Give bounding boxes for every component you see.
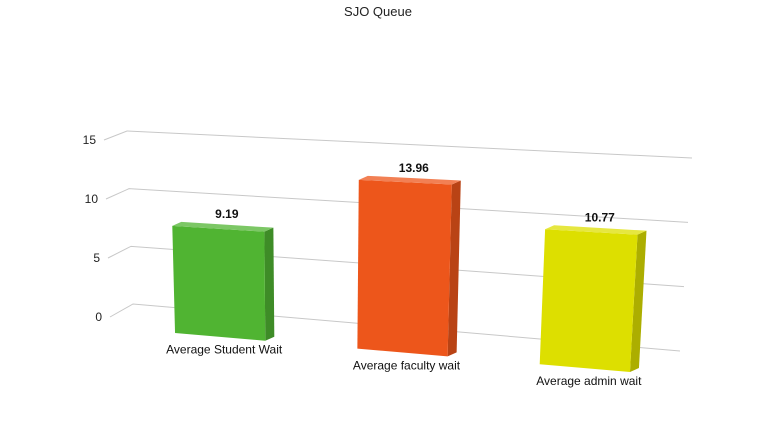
bar-front [172, 225, 266, 341]
bar [539, 225, 647, 373]
y-tick-label: 0 [95, 310, 102, 324]
bar [172, 221, 275, 341]
gridline [103, 130, 693, 159]
bar-side [629, 230, 647, 373]
bar [357, 175, 461, 357]
data-label: 13.96 [399, 161, 429, 175]
y-tick-label: 15 [83, 133, 97, 147]
grid [103, 130, 693, 352]
data-label: 10.77 [585, 210, 615, 224]
gridline [109, 303, 681, 352]
x-tick-label: Average Student Wait [166, 343, 283, 357]
gridline [107, 245, 685, 288]
bars [172, 175, 647, 373]
x-tick-label: Average faculty wait [353, 358, 461, 372]
bar-side [447, 180, 461, 357]
bar-top [172, 221, 274, 232]
data-label: 9.19 [215, 207, 239, 221]
y-axis-ticks: 0 5 10 15 [83, 133, 103, 324]
chart-title: SJO Queue [344, 4, 412, 19]
bar-top [358, 175, 461, 185]
bar-front [539, 229, 638, 373]
y-tick-label: 10 [85, 192, 99, 206]
bar-front [357, 179, 452, 357]
bar-top [545, 225, 647, 235]
y-tick-label: 5 [93, 251, 100, 265]
labels: 9.19 Average Student Wait 13.96 Average fac… [166, 161, 642, 388]
x-tick-label: Average admin wait [536, 374, 642, 388]
gridline [105, 188, 689, 223]
bar-side [264, 227, 275, 341]
